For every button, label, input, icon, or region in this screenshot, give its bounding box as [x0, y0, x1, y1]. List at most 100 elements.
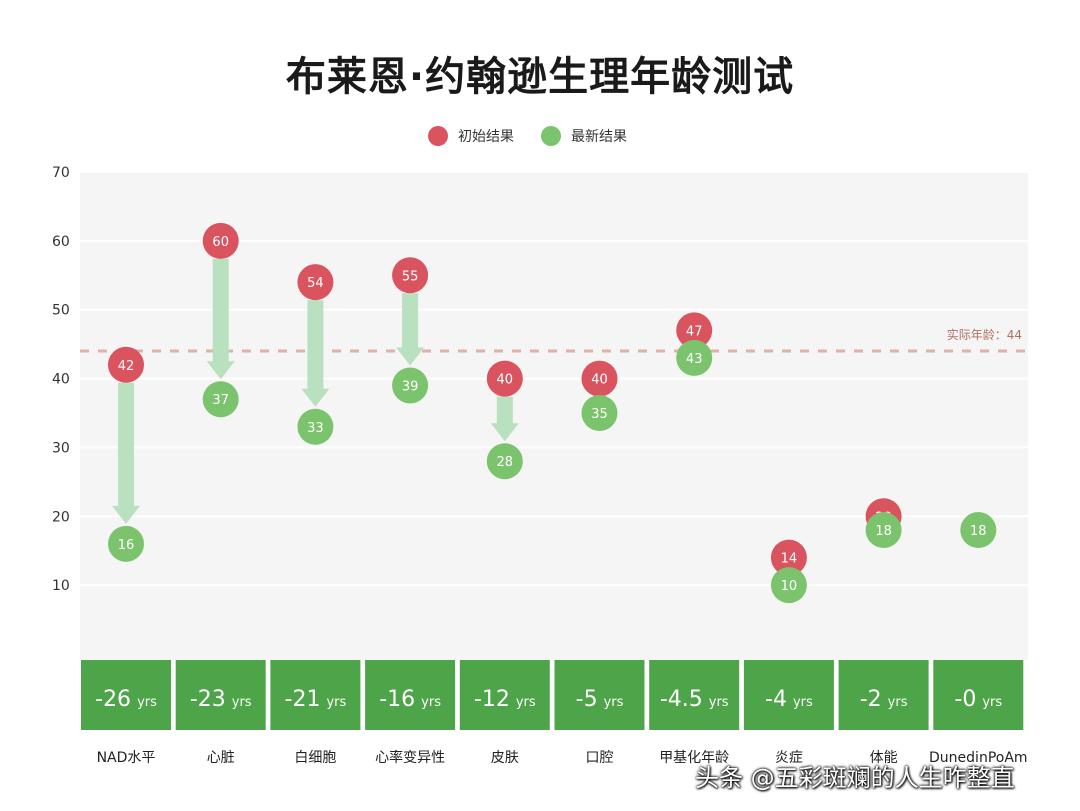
difference-value: -12 [474, 687, 510, 712]
difference-box [933, 660, 1024, 730]
category-label: NAD水平 [97, 750, 156, 766]
difference-label: -4.5 yrs [660, 687, 729, 712]
difference-box [81, 660, 171, 730]
initial-point [108, 346, 144, 383]
latest-value-label: 43 [686, 352, 703, 367]
difference-unit: yrs [232, 695, 252, 710]
difference-value: -4.5 [660, 687, 703, 712]
y-tick-label: 30 [52, 440, 70, 456]
latest-value-label: 28 [497, 455, 514, 470]
legend-swatch-initial [428, 126, 448, 146]
difference-box [554, 660, 645, 730]
latest-value-label: 18 [970, 524, 987, 539]
difference-value: -5 [576, 687, 598, 712]
category-label: 炎症 [775, 750, 803, 766]
y-tick-label: 10 [52, 578, 70, 594]
initial-value-label: 40 [591, 373, 608, 388]
initial-point [392, 257, 429, 294]
category-label: 心率变异性 [375, 749, 445, 766]
difference-label: -0 yrs [954, 687, 1002, 712]
category-label: 口腔 [586, 750, 614, 766]
legend-label-latest: 最新结果 [571, 129, 627, 145]
initial-value-label: 47 [686, 324, 703, 339]
difference-unit: yrs [709, 695, 729, 710]
y-tick-label: 20 [52, 509, 70, 525]
category-label: DunedinPoAm [929, 750, 1028, 766]
initial-point [486, 360, 523, 397]
difference-box [649, 660, 740, 730]
difference-unit: yrs [421, 695, 441, 710]
difference-label: -26 yrs [95, 687, 157, 712]
latest-point [581, 395, 618, 431]
change-arrow [112, 382, 140, 524]
difference-unit: yrs [604, 695, 624, 710]
difference-unit: yrs [326, 695, 346, 710]
difference-box [175, 660, 266, 730]
watermark: 头条 @五彩斑斓的人生咋整直 [695, 764, 1015, 792]
difference-value: -16 [379, 687, 415, 712]
latest-point [392, 367, 429, 404]
difference-label: -2 yrs [860, 687, 908, 712]
latest-point [202, 381, 239, 418]
difference-unit: yrs [982, 695, 1002, 710]
initial-value-label: 14 [781, 552, 798, 567]
initial-value-label: 60 [212, 235, 229, 250]
initial-point [581, 360, 618, 397]
change-arrow [396, 293, 425, 366]
initial-point [676, 312, 713, 349]
plot-background [80, 172, 1028, 660]
change-arrow [206, 258, 235, 380]
legend-swatch-latest [541, 126, 561, 146]
latest-point [297, 408, 334, 445]
latest-point [108, 525, 144, 562]
initial-value-label: 54 [307, 276, 324, 291]
latest-point [770, 567, 807, 604]
latest-point [960, 512, 997, 549]
initial-point [297, 264, 334, 301]
y-tick-label: 40 [52, 372, 70, 388]
difference-label: -4 yrs [765, 687, 813, 712]
latest-value-label: 16 [118, 538, 135, 553]
legend-item-latest[interactable]: 最新结果 [541, 126, 627, 146]
legend-label-initial: 初始结果 [458, 129, 514, 145]
category-label: 白细胞 [294, 750, 336, 766]
latest-value-label: 35 [591, 407, 608, 422]
category-label: 心脏 [207, 750, 235, 766]
latest-value-label: 39 [402, 379, 419, 394]
chart-title: 布莱恩·约翰逊生理年龄测试 [285, 54, 795, 100]
y-tick-label: 60 [52, 234, 70, 250]
latest-value-label: 18 [875, 524, 892, 539]
category-label: 皮肤 [491, 750, 519, 766]
change-arrow [301, 300, 330, 407]
difference-label: -12 yrs [474, 687, 536, 712]
y-tick-label: 50 [52, 303, 70, 319]
difference-label: -5 yrs [576, 687, 624, 712]
latest-value-label: 33 [307, 421, 324, 436]
difference-box [365, 660, 456, 730]
legend-item-initial[interactable]: 初始结果 [428, 126, 514, 146]
difference-unit: yrs [888, 695, 908, 710]
difference-box [270, 660, 361, 730]
initial-point [770, 539, 807, 576]
category-label: 甲基化年龄 [659, 749, 729, 766]
latest-point [865, 512, 902, 549]
difference-label: -23 yrs [190, 687, 252, 712]
y-tick-label: 70 [52, 165, 70, 181]
latest-point [676, 339, 713, 376]
latest-point [486, 443, 523, 480]
difference-box [459, 660, 550, 730]
initial-value-label: 42 [118, 359, 135, 374]
difference-value: -2 [860, 687, 882, 712]
difference-value: -0 [954, 687, 976, 712]
category-label: 体能 [870, 750, 898, 766]
difference-label: -21 yrs [285, 687, 347, 712]
initial-point [202, 222, 239, 259]
initial-value-label: 55 [402, 269, 419, 284]
difference-unit: yrs [793, 695, 813, 710]
difference-value: -23 [190, 687, 226, 712]
latest-value-label: 10 [781, 579, 798, 594]
difference-value: -21 [285, 687, 321, 712]
difference-box [838, 660, 929, 730]
difference-label: -16 yrs [379, 687, 441, 712]
